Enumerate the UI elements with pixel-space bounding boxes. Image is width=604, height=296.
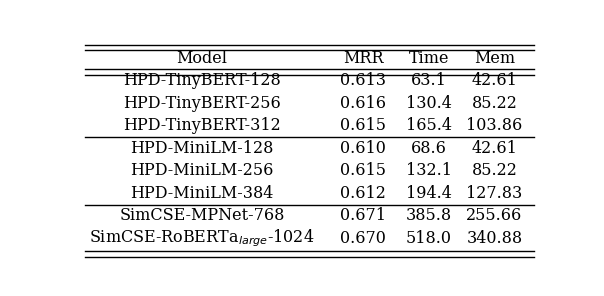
Text: 0.610: 0.610 [341, 140, 387, 157]
Text: 0.616: 0.616 [341, 95, 387, 112]
Text: 68.6: 68.6 [411, 140, 447, 157]
Text: 42.61: 42.61 [472, 72, 518, 89]
Text: 130.4: 130.4 [406, 95, 452, 112]
Text: 0.670: 0.670 [341, 230, 387, 247]
Text: 0.613: 0.613 [341, 72, 387, 89]
Text: 63.1: 63.1 [411, 72, 447, 89]
Text: 0.612: 0.612 [341, 185, 387, 202]
Text: 518.0: 518.0 [406, 230, 452, 247]
Text: Model: Model [176, 50, 227, 67]
Text: Time: Time [409, 50, 449, 67]
Text: 42.61: 42.61 [472, 140, 518, 157]
Text: 385.8: 385.8 [406, 207, 452, 224]
Text: 340.88: 340.88 [466, 230, 522, 247]
Text: 0.671: 0.671 [341, 207, 387, 224]
Text: MRR: MRR [343, 50, 384, 67]
Text: 132.1: 132.1 [406, 163, 452, 179]
Text: SimCSE-RoBERTa$_{large}$-1024: SimCSE-RoBERTa$_{large}$-1024 [89, 228, 315, 249]
Text: 85.22: 85.22 [472, 163, 518, 179]
Text: 255.66: 255.66 [466, 207, 522, 224]
Text: 0.615: 0.615 [341, 163, 387, 179]
Text: HPD-MiniLM-128: HPD-MiniLM-128 [130, 140, 274, 157]
Text: 165.4: 165.4 [406, 117, 452, 134]
Text: Mem: Mem [474, 50, 515, 67]
Text: HPD-TinyBERT-312: HPD-TinyBERT-312 [123, 117, 281, 134]
Text: 85.22: 85.22 [472, 95, 518, 112]
Text: 127.83: 127.83 [466, 185, 522, 202]
Text: HPD-MiniLM-256: HPD-MiniLM-256 [130, 163, 274, 179]
Text: 0.615: 0.615 [341, 117, 387, 134]
Text: SimCSE-MPNet-768: SimCSE-MPNet-768 [119, 207, 284, 224]
Text: 194.4: 194.4 [406, 185, 452, 202]
Text: HPD-TinyBERT-128: HPD-TinyBERT-128 [123, 72, 281, 89]
Text: 103.86: 103.86 [466, 117, 522, 134]
Text: HPD-MiniLM-384: HPD-MiniLM-384 [130, 185, 274, 202]
Text: HPD-TinyBERT-256: HPD-TinyBERT-256 [123, 95, 281, 112]
